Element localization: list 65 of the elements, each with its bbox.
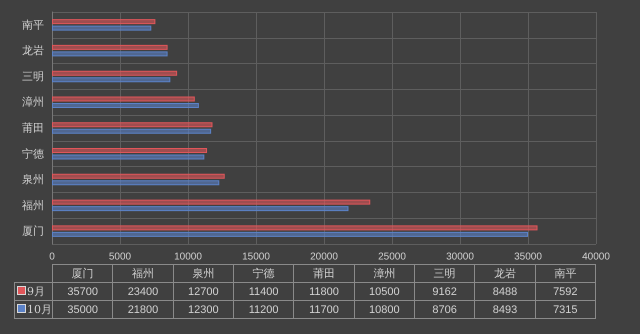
category-label: 龙岩 bbox=[474, 264, 536, 282]
y-tick-label: 莆田 bbox=[22, 122, 44, 134]
bar bbox=[52, 77, 170, 82]
bar bbox=[52, 19, 156, 24]
bar bbox=[52, 96, 195, 102]
legend-label: 10月 bbox=[14, 300, 52, 318]
data-label: 10800 bbox=[354, 300, 414, 318]
x-tick-label: 35000 bbox=[514, 252, 542, 262]
x-tick-label: 0 bbox=[49, 252, 56, 262]
y-tick-label: 宁德 bbox=[22, 147, 44, 160]
data-label: 7315 bbox=[535, 300, 596, 318]
data-label: 7592 bbox=[535, 282, 596, 300]
bar bbox=[52, 51, 168, 56]
data-label: 23400 bbox=[112, 282, 174, 300]
bar bbox=[52, 44, 168, 50]
category-label: 厦门 bbox=[52, 264, 113, 282]
category-label: 泉州 bbox=[173, 264, 234, 282]
bar bbox=[52, 148, 208, 154]
bar bbox=[52, 154, 204, 160]
bar bbox=[52, 102, 199, 108]
y-tick-label: 福州 bbox=[22, 198, 44, 212]
bar bbox=[52, 200, 370, 205]
bar bbox=[52, 174, 225, 179]
x-tick-label: 25000 bbox=[378, 252, 406, 262]
category-label: 三明 bbox=[414, 264, 475, 282]
series-label: 9月 bbox=[14, 282, 52, 300]
category-label: 福州 bbox=[112, 264, 174, 282]
category-label: 莆田 bbox=[294, 264, 354, 282]
data-label: 10500 bbox=[354, 282, 414, 300]
bar bbox=[52, 206, 348, 212]
bar bbox=[52, 225, 538, 230]
y-tick-label: 泉州 bbox=[22, 173, 44, 186]
x-tick-label: 30000 bbox=[446, 252, 474, 262]
x-tick-label: 40000 bbox=[582, 252, 610, 262]
category-label: 宁德 bbox=[233, 264, 294, 282]
data-label: 8706 bbox=[414, 300, 475, 318]
bar bbox=[52, 128, 212, 134]
data-label: 8493 bbox=[474, 300, 536, 318]
y-tick-label: 三明 bbox=[22, 70, 44, 83]
bar bbox=[52, 232, 528, 237]
x-tick-label: 5000 bbox=[108, 252, 132, 262]
data-label: 11700 bbox=[294, 300, 354, 318]
data-label: 11200 bbox=[233, 300, 294, 318]
category-label: 南平 bbox=[535, 264, 596, 282]
y-tick-label: 厦门 bbox=[22, 224, 44, 238]
bar bbox=[52, 70, 178, 76]
data-label: 35000 bbox=[52, 300, 113, 318]
data-label: 21800 bbox=[112, 300, 174, 318]
x-tick-label: 10000 bbox=[174, 252, 202, 262]
category-label: 漳州 bbox=[354, 264, 414, 282]
y-tick-label: 南平 bbox=[22, 18, 44, 32]
y-tick-label: 龙岩 bbox=[22, 44, 44, 58]
data-label: 9162 bbox=[414, 282, 475, 300]
x-tick-label: 15000 bbox=[242, 252, 270, 262]
bar bbox=[52, 180, 220, 186]
data-label: 8488 bbox=[474, 282, 536, 300]
x-tick-label: 20000 bbox=[310, 252, 338, 262]
data-label: 12300 bbox=[173, 300, 234, 318]
data-label: 11800 bbox=[294, 282, 354, 300]
data-label: 11400 bbox=[233, 282, 294, 300]
bar bbox=[52, 26, 152, 31]
bar bbox=[52, 122, 212, 128]
y-tick-label: 漳州 bbox=[22, 96, 44, 109]
data-label: 12700 bbox=[173, 282, 234, 300]
data-label: 35700 bbox=[52, 282, 113, 300]
